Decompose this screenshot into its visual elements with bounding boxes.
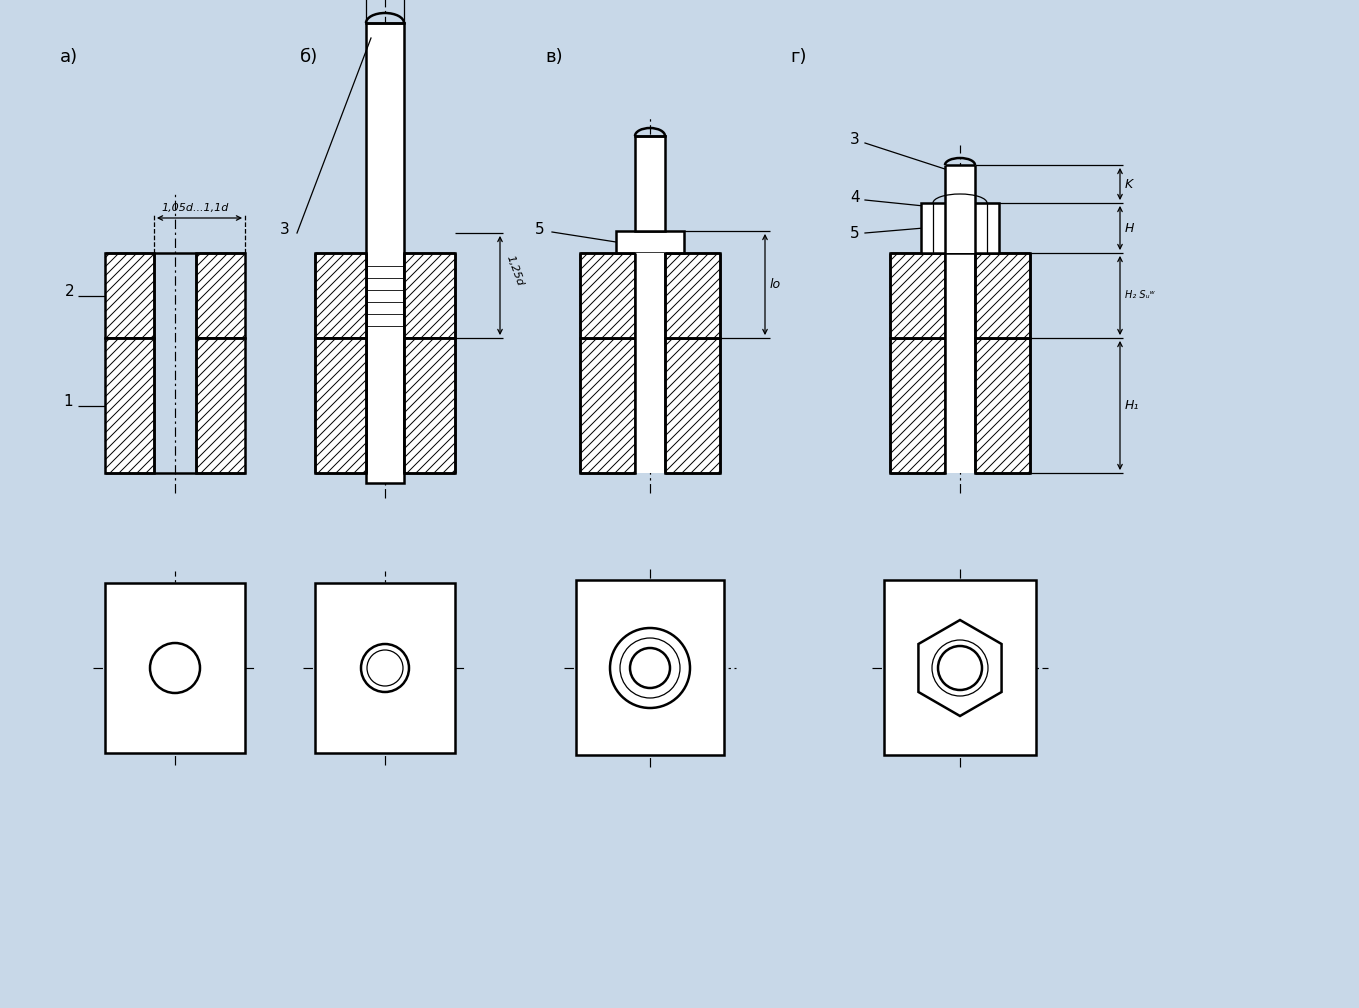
Bar [616, 231, 684, 253]
Text: б): б) [300, 48, 318, 66]
Bar [366, 23, 404, 483]
Bar [404, 253, 455, 338]
Text: H₁: H₁ [1125, 399, 1139, 412]
Text: H: H [1125, 222, 1135, 235]
Bar [105, 338, 154, 473]
Bar [635, 136, 665, 231]
Bar [974, 338, 1030, 473]
Bar [196, 253, 245, 338]
Bar [105, 583, 245, 753]
Bar [580, 338, 635, 473]
Bar [921, 203, 999, 253]
Text: в): в) [545, 48, 563, 66]
Text: 1: 1 [63, 393, 73, 408]
Bar [974, 253, 1030, 338]
Text: 3: 3 [280, 223, 289, 238]
Bar [315, 338, 366, 473]
Bar [890, 338, 945, 473]
Text: 5: 5 [535, 222, 545, 237]
Bar [315, 583, 455, 753]
Bar [665, 253, 720, 338]
Text: 3: 3 [851, 132, 860, 147]
Bar [945, 165, 974, 253]
Text: H₂ Sᵤʷ: H₂ Sᵤʷ [1125, 290, 1155, 300]
Text: 4: 4 [851, 191, 860, 206]
Text: г): г) [790, 48, 806, 66]
Bar [315, 253, 366, 338]
Bar [946, 253, 974, 473]
Text: K: K [1125, 177, 1133, 191]
Bar [404, 338, 455, 473]
Text: 2: 2 [65, 283, 75, 298]
Bar [665, 338, 720, 473]
Bar [580, 253, 635, 338]
Bar [883, 580, 1036, 755]
Bar [576, 580, 724, 755]
Bar [636, 253, 665, 473]
Bar [105, 253, 154, 338]
Text: 1,05d...1,1d: 1,05d...1,1d [162, 203, 228, 213]
Text: 5: 5 [851, 226, 860, 241]
Text: lo: lo [771, 278, 781, 291]
Text: 1,25d: 1,25d [506, 254, 526, 287]
Bar [890, 253, 945, 338]
Text: а): а) [60, 48, 77, 66]
Bar [196, 338, 245, 473]
